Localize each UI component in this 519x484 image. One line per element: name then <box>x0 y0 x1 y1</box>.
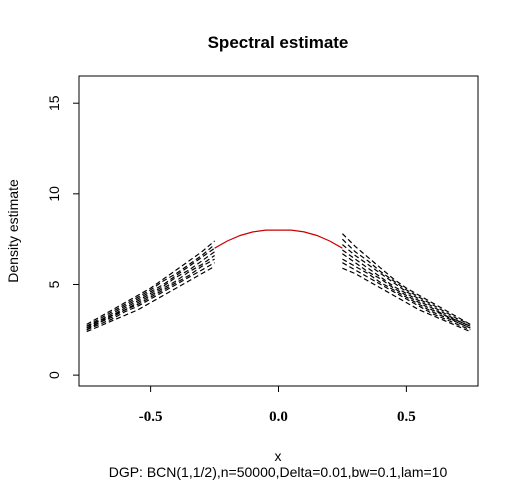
estimate-curve-right-1 <box>342 267 471 333</box>
y-tick-label: 5 <box>46 280 62 288</box>
y-axis: 0 5 10 15 <box>46 95 80 379</box>
x-axis: -0.5 0.0 0.5 <box>139 385 416 425</box>
y-tick-label: 10 <box>46 186 62 202</box>
true-density-curve <box>214 229 343 249</box>
estimate-curve-right-3 <box>342 258 471 329</box>
x-tick-label: -0.5 <box>139 409 163 425</box>
plot-area <box>86 229 471 333</box>
chart-caption: DGP: BCN(1,1/2),n=50000,Delta=0.01,bw=0.… <box>109 464 448 480</box>
estimate-curve-right-2 <box>342 262 471 331</box>
estimate-curve-left-5 <box>86 251 215 329</box>
estimate-curve-left-7 <box>86 244 215 327</box>
estimate-curve-left-8 <box>86 240 215 325</box>
estimate-curve-right-5 <box>342 249 471 327</box>
estimate-curve-right-4 <box>342 253 471 329</box>
plot-frame <box>78 75 479 387</box>
estimate-curve-left-4 <box>86 255 215 329</box>
x-tick-label: 0.0 <box>269 409 288 425</box>
estimate-curve-right-7 <box>341 238 471 325</box>
x-tick-label: 0.5 <box>397 409 416 425</box>
estimate-curve-left-2 <box>86 262 215 331</box>
y-axis-label: Density estimate <box>5 179 21 283</box>
y-tick-label: 0 <box>46 371 62 379</box>
estimate-curve-left-3 <box>86 258 215 331</box>
estimate-curve-left-6 <box>86 247 215 327</box>
estimate-curve-right-8 <box>341 233 471 325</box>
estimate-curve-right-6 <box>342 244 471 327</box>
chart-title: Spectral estimate <box>208 33 349 52</box>
y-tick-label: 15 <box>46 95 62 111</box>
x-axis-label: x <box>275 448 282 464</box>
